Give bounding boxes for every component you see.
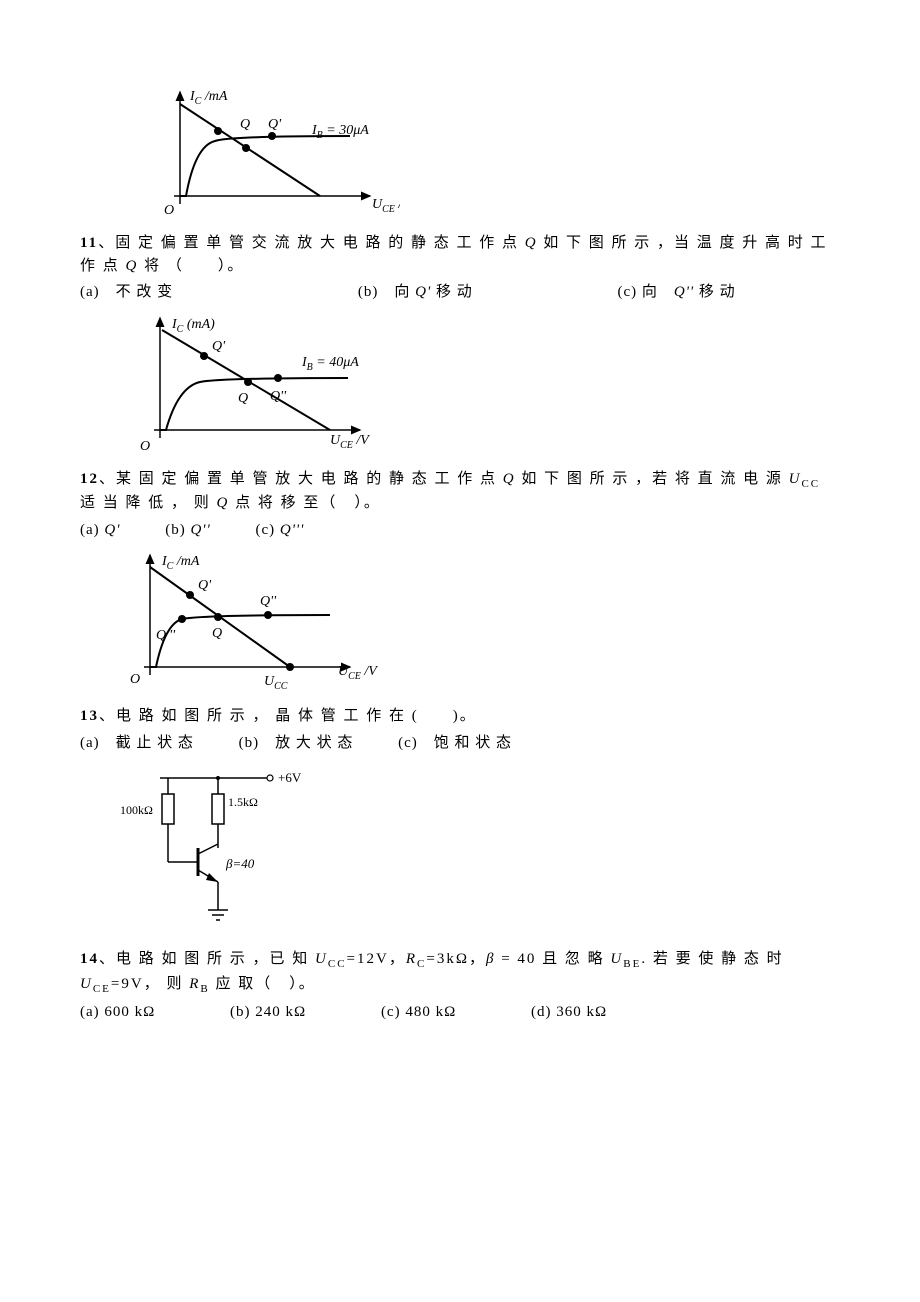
y-axis-label-12: IC /mA: [161, 554, 200, 572]
diagram-q13: +6V 100kΩ 1.5kΩ β=40: [110, 762, 840, 932]
qtext-11: 、固 定 偏 置 单 管 交 流 放 大 电 路 的 静 态 工 作 点 Q 如…: [80, 235, 828, 274]
rb-label: 100kΩ: [120, 803, 153, 817]
pt-q2-11: Q'': [270, 389, 287, 404]
vcc-label: +6V: [278, 770, 302, 785]
qnum-11: 11: [80, 235, 98, 251]
qtext-14: 、电 路 如 图 所 示 ，已 知 UCC=12V，RC=3kΩ，β = 40 …: [80, 951, 784, 992]
question-13: 13、电 路 如 图 所 示 ， 晶 体 管 工 作 在 ( )。: [80, 705, 840, 728]
opt-14a: (a) 600 kΩ: [80, 1001, 155, 1024]
x-axis-label: UCE /V: [372, 197, 400, 215]
question-14: 14、电 路 如 图 所 示 ，已 知 UCC=12V，RC=3kΩ，β = 4…: [80, 948, 840, 997]
curve-label-11: IB = 40μA: [301, 355, 359, 373]
qtext-13: 、电 路 如 图 所 示 ， 晶 体 管 工 作 在 ( )。: [99, 708, 477, 724]
qtext-12: 、某 固 定 偏 置 单 管 放 大 电 路 的 静 态 工 作 点 Q 如 下…: [80, 471, 820, 512]
opt-11c: (c) 向 Q'' 移 动: [617, 281, 735, 304]
opt-14b: (b) 240 kΩ: [230, 1001, 306, 1024]
curve-label: IB = 30μA: [311, 123, 369, 141]
beta-label: β=40: [225, 856, 255, 871]
opt-13a: (a) 截 止 状 态: [80, 732, 194, 755]
x-axis-label-11: UCE /V: [330, 433, 370, 451]
opt-11a: (a) 不 改 变: [80, 281, 173, 304]
diagram-q11: IC (mA) UCE /V O Q' Q Q'' IB = 40μA: [120, 312, 840, 462]
point-q1: Q': [268, 117, 282, 132]
pt-q-11: Q: [238, 391, 248, 406]
chart-q10: IC /mA UCE /V O Q Q' IB = 30μA: [140, 86, 400, 226]
question-12: 12、某 固 定 偏 置 单 管 放 大 电 路 的 静 态 工 作 点 Q 如…: [80, 468, 840, 515]
origin-11: O: [140, 439, 150, 454]
opt-12b: (b) Q'': [165, 519, 211, 542]
x-axis-label-12: UCE /V: [338, 664, 378, 682]
chart-q11: IC (mA) UCE /V O Q' Q Q'' IB = 40μA: [120, 312, 400, 462]
origin-12: O: [130, 672, 140, 687]
options-12: (a) Q' (b) Q'' (c) Q''': [80, 519, 840, 542]
options-14: (a) 600 kΩ (b) 240 kΩ (c) 480 kΩ (d) 360…: [80, 1001, 840, 1024]
y-axis-label: IC /mA: [189, 89, 228, 107]
options-11: (a) 不 改 变 (b) 向 Q' 移 动 (c) 向 Q'' 移 动: [80, 281, 840, 304]
qnum-14: 14: [80, 951, 99, 967]
pt-q1-11: Q': [212, 339, 226, 354]
circuit-q13: +6V 100kΩ 1.5kΩ β=40: [110, 762, 310, 932]
diagram-q10: IC /mA UCE /V O Q Q' IB = 30μA: [140, 86, 840, 226]
opt-12c: (c) Q''': [255, 519, 304, 542]
pt-q3-12: Q''': [156, 628, 176, 643]
origin-label: O: [164, 203, 174, 218]
pt-q-12: Q: [212, 626, 222, 641]
point-q: Q: [240, 117, 250, 132]
y-axis-label-11: IC (mA): [171, 317, 215, 335]
opt-14c: (c) 480 kΩ: [381, 1001, 456, 1024]
opt-13b: (b) 放 大 状 态: [239, 732, 354, 755]
rc-label: 1.5kΩ: [228, 795, 258, 809]
qnum-13: 13: [80, 708, 99, 724]
opt-11b: (b) 向 Q' 移 动: [358, 281, 473, 304]
qnum-12: 12: [80, 471, 99, 487]
opt-12a: (a) Q': [80, 519, 120, 542]
opt-14d: (d) 360 kΩ: [531, 1001, 607, 1024]
question-11: 11、固 定 偏 置 单 管 交 流 放 大 电 路 的 静 态 工 作 点 Q…: [80, 232, 840, 277]
ucc-label: UCC: [264, 674, 288, 692]
opt-13c: (c) 饱 和 状 态: [398, 732, 512, 755]
chart-q12: IC /mA UCE /V O UCC Q' Q''' Q Q'': [110, 549, 390, 699]
diagram-q12: IC /mA UCE /V O UCC Q' Q''' Q Q'': [110, 549, 840, 699]
pt-q2-12: Q'': [260, 594, 277, 609]
pt-q1-12: Q': [198, 578, 212, 593]
options-13: (a) 截 止 状 态 (b) 放 大 状 态 (c) 饱 和 状 态: [80, 732, 840, 755]
